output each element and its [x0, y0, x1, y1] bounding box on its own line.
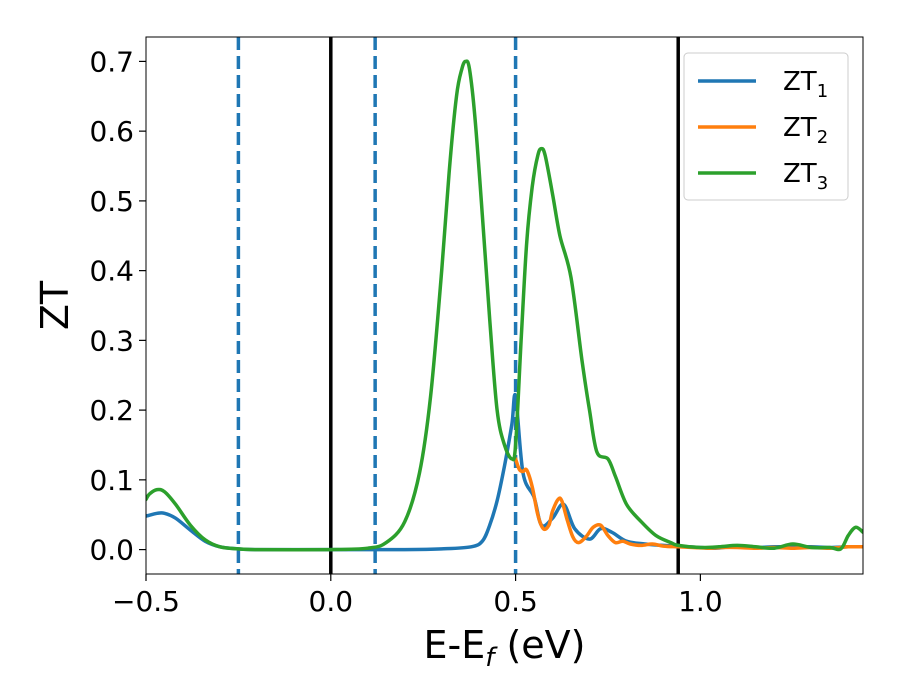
- plot-frame: [145, 36, 864, 575]
- y-tick-label: 0.7: [89, 45, 134, 78]
- x-tick-label: 0.0: [309, 585, 354, 618]
- x-axis-title: E-Ef (eV): [424, 623, 586, 673]
- y-tick-label: 0.5: [89, 185, 134, 218]
- y-tick-label: 0.4: [89, 255, 134, 288]
- y-tick-label: 0.3: [89, 324, 134, 357]
- series-line-zt1: [146, 392, 863, 552]
- y-tick-label: 0.6: [89, 115, 134, 148]
- series-line-zt2: [513, 457, 863, 550]
- x-tick-label: 1.0: [678, 585, 723, 618]
- series-lines: [146, 59, 863, 552]
- legend: ZT1 ZT2 ZT3: [683, 52, 849, 201]
- y-tick-label: 0.1: [89, 464, 134, 497]
- x-axis-title-unit: (eV): [494, 623, 585, 667]
- y-tick-label: 0.2: [89, 394, 134, 427]
- x-tick-label: −0.5: [112, 585, 180, 618]
- axis-ticks: −0.5 0.0 0.5 1.0 0.0 0.1 0.2 0.3 0.4 0.5 0.6 0.7: [89, 45, 722, 618]
- legend-label-zt1: ZT1: [783, 67, 828, 102]
- vertical-reference-lines: [236, 37, 680, 574]
- x-tick-label: 0.5: [493, 585, 538, 618]
- y-axis-title: ZT: [33, 280, 77, 330]
- series-line-zt3: [146, 59, 863, 552]
- legend-box: [683, 52, 849, 201]
- legend-label-zt2: ZT2: [783, 113, 828, 148]
- x-axis-title-main: E-E: [424, 623, 486, 667]
- y-tick-label: 0.0: [89, 534, 134, 567]
- legend-label-zt3: ZT3: [783, 159, 828, 194]
